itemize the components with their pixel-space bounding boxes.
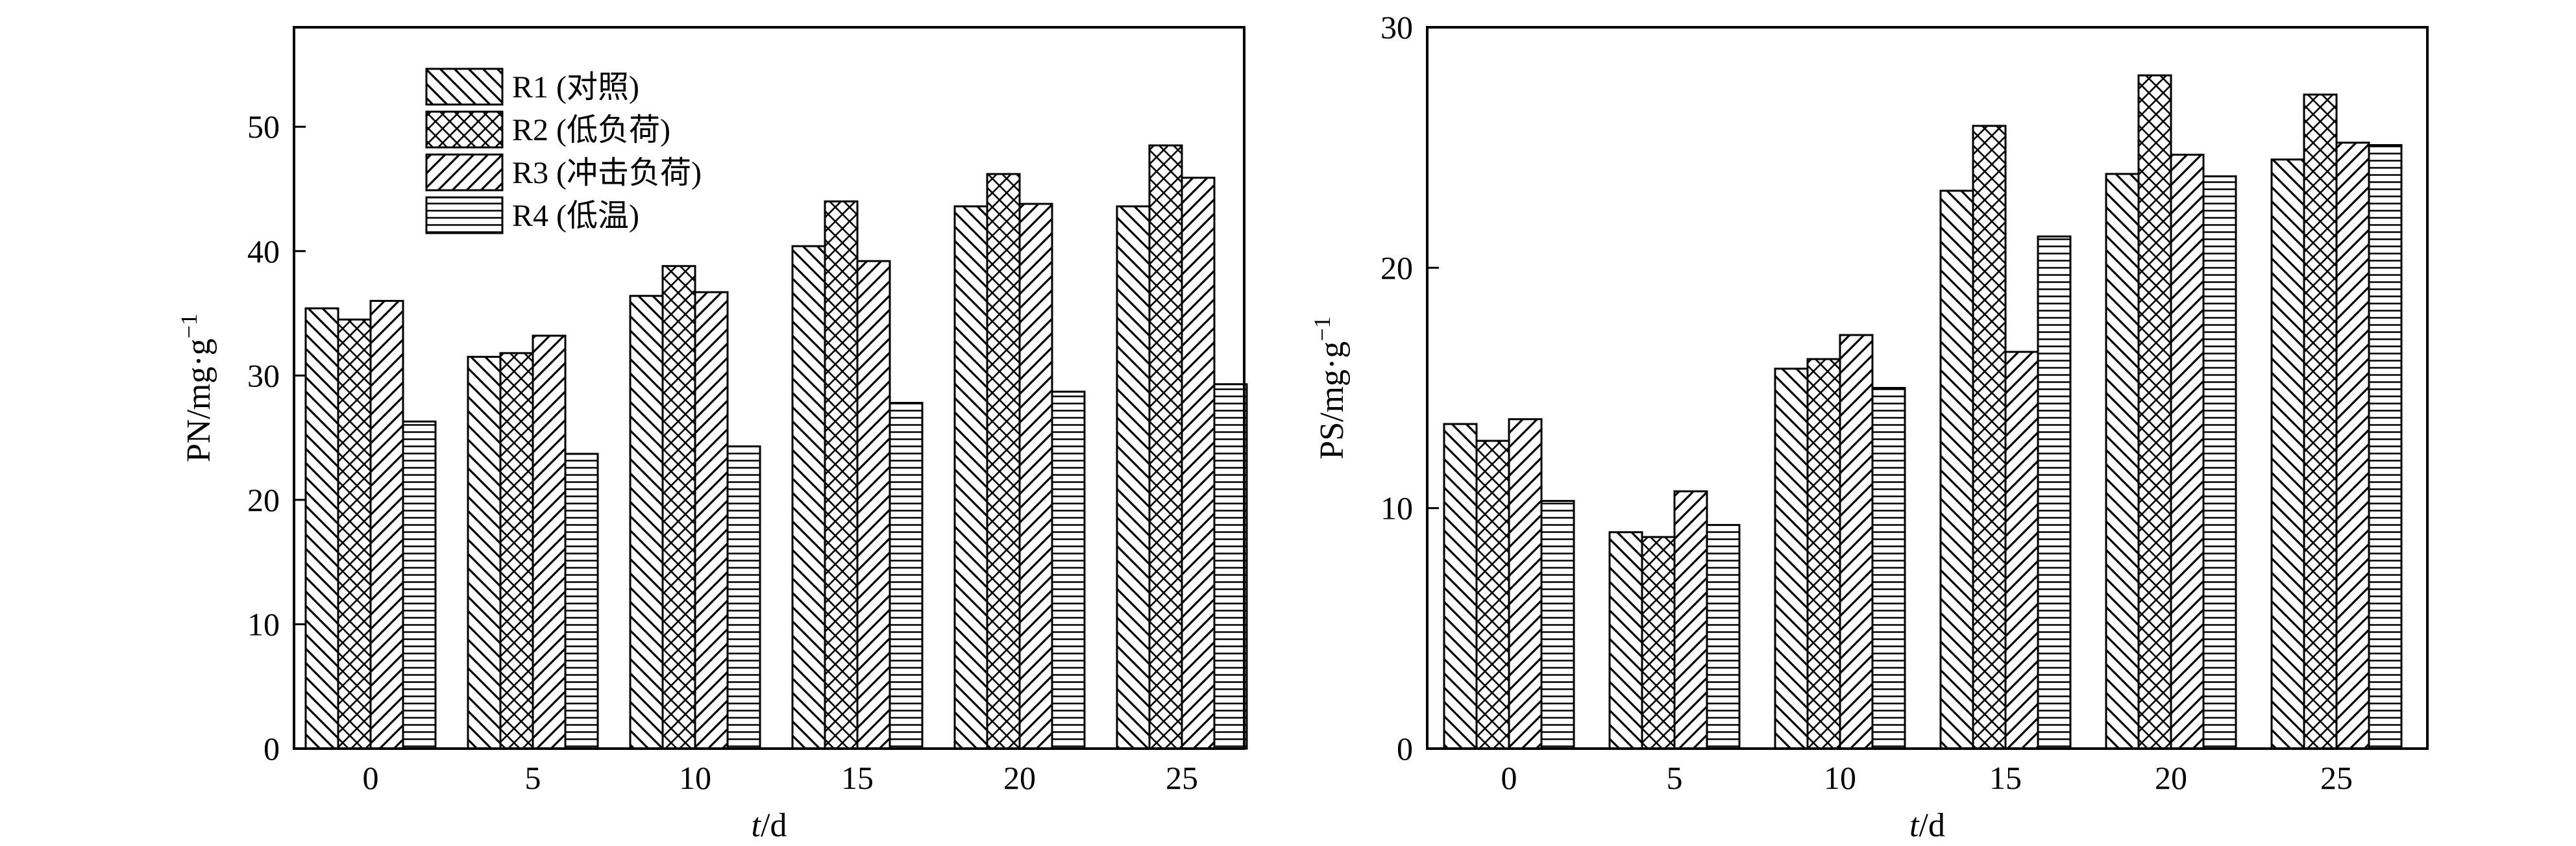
bar-r3-0 bbox=[1508, 418, 1543, 750]
x-tick-label: 0 bbox=[363, 760, 379, 796]
bar-r3-5 bbox=[1673, 490, 1708, 750]
y-axis-title: PN/mg·g−1 bbox=[176, 314, 217, 462]
bar-r4-10 bbox=[726, 445, 761, 750]
bar-r4-15 bbox=[889, 401, 924, 750]
x-tick-label: 20 bbox=[1003, 760, 1036, 796]
bar-r2-5 bbox=[499, 352, 534, 750]
bar-r1-5 bbox=[1608, 531, 1643, 750]
bar-r4-10 bbox=[1871, 387, 1906, 750]
chart-panel-2: 0 10 20 30 0 5 10 15 20 25 t/d PS/mg·g−1 bbox=[1309, 9, 2429, 844]
bar-r4-5 bbox=[1706, 524, 1741, 750]
bar-r2-10 bbox=[1806, 358, 1841, 750]
bar-r1-15 bbox=[1939, 190, 1974, 750]
bar-r3-0 bbox=[369, 299, 404, 750]
bar-r4-15 bbox=[2037, 235, 2072, 750]
bar-r3-25 bbox=[1181, 177, 1216, 750]
bar-r1-10 bbox=[1774, 367, 1809, 750]
y-tick-label: 10 bbox=[1380, 490, 1413, 527]
bar-r3-10 bbox=[694, 291, 729, 750]
bar-r4-0 bbox=[402, 420, 437, 750]
bar-r1-10 bbox=[629, 295, 664, 750]
y-tick-label: 50 bbox=[247, 108, 280, 145]
legend-label-r1: R1 (对照) bbox=[512, 70, 639, 105]
bar-r4-25 bbox=[2368, 143, 2403, 750]
y-tick-label: 20 bbox=[1380, 249, 1413, 286]
bar-r4-20 bbox=[1051, 390, 1086, 750]
x-tick-label: 10 bbox=[1824, 760, 1856, 796]
bar-r3-20 bbox=[2170, 153, 2205, 750]
legend-label-r2: R2 (低负荷) bbox=[512, 113, 670, 147]
bar-r1-15 bbox=[791, 245, 826, 750]
bar-r4-0 bbox=[1540, 500, 1575, 750]
bar-r1-25 bbox=[2270, 158, 2305, 750]
y-tick-label: 30 bbox=[247, 357, 280, 393]
bar-r2-25 bbox=[2303, 93, 2338, 750]
bar-r2-15 bbox=[824, 200, 859, 750]
x-tick-label: 0 bbox=[1501, 760, 1517, 796]
legend-swatch-r1 bbox=[425, 68, 504, 106]
x-axis-title: t/d bbox=[752, 807, 787, 843]
bar-r4-20 bbox=[2202, 175, 2237, 750]
bar-r2-5 bbox=[1641, 536, 1676, 750]
legend-label-r4: R4 (低温) bbox=[512, 199, 639, 233]
bar-r1-5 bbox=[467, 356, 502, 750]
x-tick-label: 25 bbox=[1166, 760, 1198, 796]
legend: R1 (对照) R2 (低负荷) R3 (冲击负荷) R4 (低温) bbox=[425, 68, 702, 234]
x-axis-title: t/d bbox=[1909, 807, 1945, 843]
y-tick-label: 10 bbox=[247, 606, 280, 642]
bar-r2-15 bbox=[1972, 125, 2007, 750]
bar-r1-0 bbox=[304, 307, 339, 750]
bar-r3-15 bbox=[856, 260, 891, 750]
chart-panel-1: 0 10 20 30 40 50 0 5 10 15 20 25 t/d PN/mg·g−1 R1 (对照)… bbox=[176, 26, 1248, 844]
bar-r3-20 bbox=[1018, 203, 1053, 750]
legend-swatch-r3 bbox=[425, 153, 504, 192]
legend-label-r3: R3 (冲击负荷) bbox=[512, 156, 702, 190]
bar-r2-20 bbox=[986, 173, 1021, 750]
bar-r2-0 bbox=[1475, 440, 1510, 750]
bar-r4-25 bbox=[1213, 383, 1248, 750]
bar-r2-0 bbox=[337, 318, 372, 750]
bar-r2-20 bbox=[2137, 74, 2172, 750]
x-tick-label: 25 bbox=[2320, 760, 2353, 796]
y-tick-label: 0 bbox=[1397, 730, 1413, 767]
y-tick-label: 40 bbox=[247, 233, 280, 269]
bar-r2-25 bbox=[1148, 144, 1183, 750]
bar-r3-15 bbox=[2004, 351, 2039, 750]
plot-frame bbox=[1426, 26, 2429, 750]
x-tick-label: 15 bbox=[1989, 760, 2022, 796]
plot-frame bbox=[293, 26, 1245, 750]
y-tick-label: 30 bbox=[1380, 9, 1413, 45]
bar-r3-25 bbox=[2335, 142, 2370, 750]
bar-r3-10 bbox=[1839, 334, 1874, 750]
bar-r3-5 bbox=[532, 334, 567, 750]
bar-r1-20 bbox=[2105, 173, 2140, 750]
x-tick-label: 10 bbox=[679, 760, 711, 796]
bar-r4-5 bbox=[564, 453, 599, 750]
x-tick-label: 20 bbox=[2155, 760, 2187, 796]
y-axis-title: PS/mg·g−1 bbox=[1309, 316, 1351, 459]
x-tick-label: 5 bbox=[525, 760, 541, 796]
x-tick-label: 15 bbox=[841, 760, 874, 796]
bar-r1-0 bbox=[1443, 423, 1478, 750]
y-tick-label: 0 bbox=[264, 730, 280, 767]
legend-swatch-r4 bbox=[425, 196, 504, 234]
bar-r1-25 bbox=[1116, 205, 1151, 750]
x-tick-label: 5 bbox=[1667, 760, 1683, 796]
legend-swatch-r2 bbox=[425, 110, 504, 149]
y-tick-label: 20 bbox=[247, 482, 280, 518]
bar-r2-10 bbox=[661, 265, 696, 750]
bar-r1-20 bbox=[953, 205, 988, 750]
